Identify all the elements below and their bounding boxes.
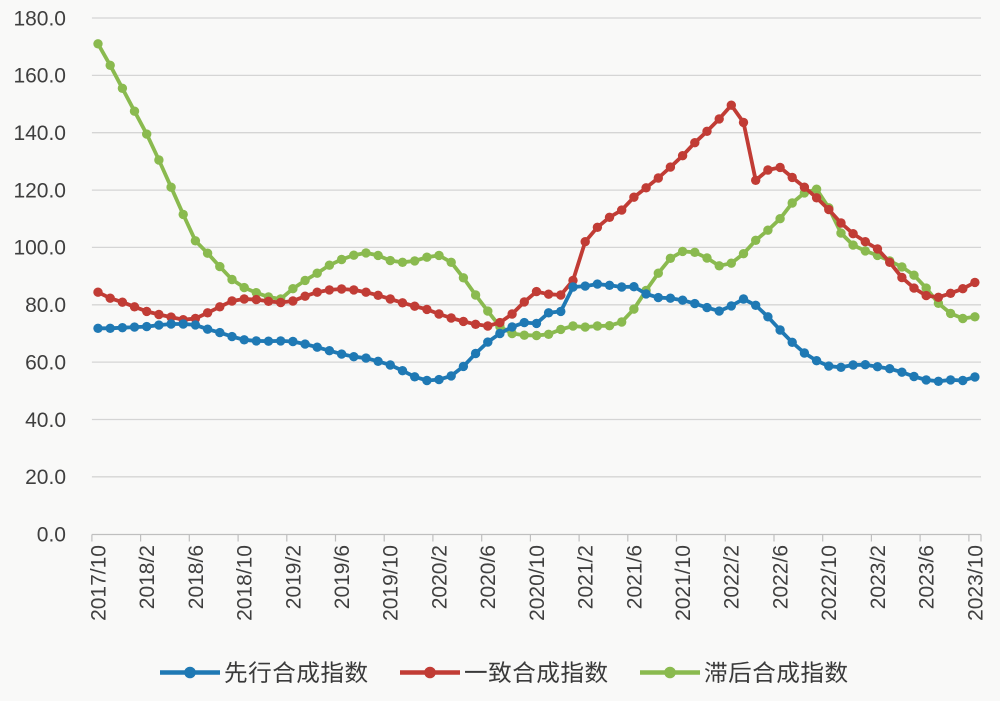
svg-text:180.0: 180.0 (13, 7, 66, 30)
svg-text:140.0: 140.0 (13, 122, 66, 145)
svg-text:100.0: 100.0 (13, 237, 66, 260)
svg-text:2021/2: 2021/2 (575, 545, 598, 609)
svg-text:2019/2: 2019/2 (282, 545, 305, 609)
svg-text:20.0: 20.0 (25, 466, 66, 489)
svg-text:80.0: 80.0 (25, 294, 66, 317)
svg-text:2018/6: 2018/6 (185, 545, 208, 609)
svg-text:160.0: 160.0 (13, 65, 66, 88)
svg-text:2019/10: 2019/10 (380, 545, 403, 621)
svg-text:2019/6: 2019/6 (331, 545, 354, 609)
svg-text:60.0: 60.0 (25, 351, 66, 374)
svg-text:120.0: 120.0 (13, 179, 66, 202)
svg-text:2020/6: 2020/6 (477, 545, 500, 609)
svg-text:2017/10: 2017/10 (87, 545, 110, 621)
svg-text:2018/10: 2018/10 (234, 545, 257, 621)
svg-text:2022/6: 2022/6 (770, 545, 793, 609)
svg-text:2020/2: 2020/2 (428, 545, 451, 609)
svg-text:2020/10: 2020/10 (526, 545, 549, 621)
svg-text:2022/2: 2022/2 (721, 545, 744, 609)
svg-text:0.0: 0.0 (37, 524, 66, 547)
svg-text:2023/6: 2023/6 (916, 545, 939, 609)
svg-text:2018/2: 2018/2 (136, 545, 159, 609)
svg-text:2023/10: 2023/10 (964, 545, 987, 621)
svg-text:2022/10: 2022/10 (818, 545, 841, 621)
svg-text:2023/2: 2023/2 (867, 545, 890, 609)
svg-text:2021/10: 2021/10 (672, 545, 695, 621)
svg-text:2021/6: 2021/6 (623, 545, 646, 609)
svg-text:40.0: 40.0 (25, 409, 66, 432)
